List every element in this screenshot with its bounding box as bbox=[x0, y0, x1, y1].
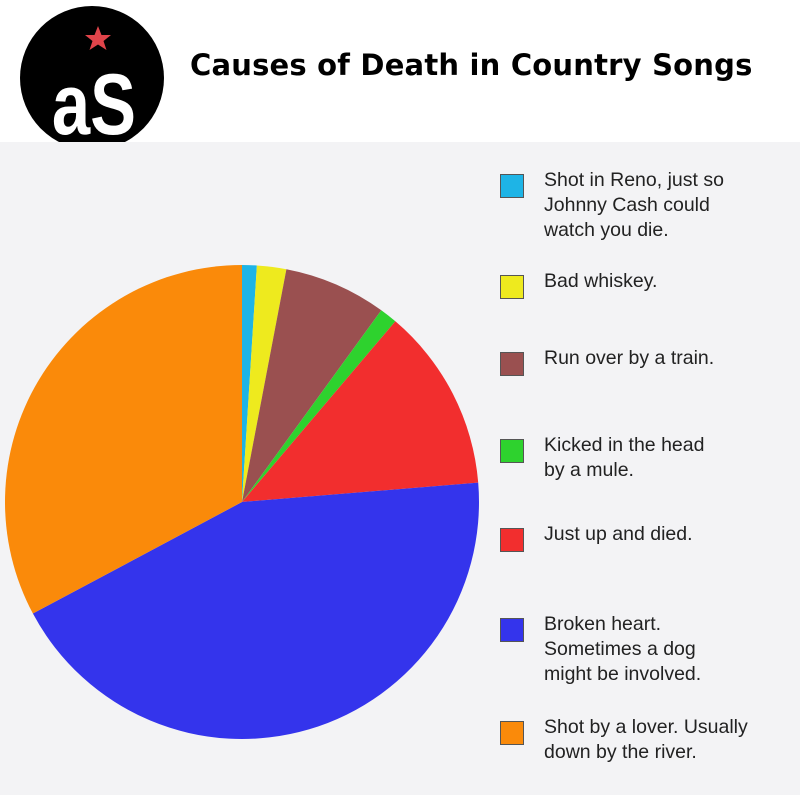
legend-item: Bad whiskey. bbox=[500, 269, 784, 299]
legend-label: Kicked in the head by a mule. bbox=[544, 434, 705, 481]
legend-item: Kicked in the head by a mule. bbox=[500, 433, 784, 483]
legend-swatch bbox=[500, 618, 524, 642]
legend-label: Run over by a train. bbox=[544, 347, 715, 369]
pie-slice bbox=[242, 265, 287, 502]
chart-title: Causes of Death in Country Songs bbox=[190, 48, 753, 82]
legend-swatch bbox=[500, 721, 524, 745]
legend-item: Run over by a train. bbox=[500, 346, 784, 376]
pie-slice bbox=[242, 310, 396, 502]
pie-slice bbox=[242, 265, 257, 502]
legend-swatch bbox=[500, 174, 524, 198]
legend-label: Bad whiskey. bbox=[544, 270, 658, 292]
legend-item: Broken heart. Sometimes a dog might be i… bbox=[500, 612, 784, 687]
star-icon bbox=[85, 26, 111, 50]
pie-slice bbox=[242, 321, 479, 502]
legend-swatch bbox=[500, 439, 524, 463]
svg-text:aS: aS bbox=[52, 57, 136, 152]
pie-slice bbox=[32, 482, 480, 739]
legend-label: Shot by a lover. Usually down by the riv… bbox=[544, 716, 748, 763]
pie-slice bbox=[4, 265, 243, 614]
legend-item: Shot by a lover. Usually down by the riv… bbox=[500, 715, 784, 765]
legend-label: Shot in Reno, just so Johnny Cash could … bbox=[544, 169, 724, 241]
logo: aS bbox=[20, 6, 164, 152]
legend-item: Just up and died. bbox=[500, 522, 784, 552]
legend-item: Shot in Reno, just so Johnny Cash could … bbox=[500, 168, 784, 243]
legend-swatch bbox=[500, 528, 524, 552]
legend-swatch bbox=[500, 352, 524, 376]
header: aS Causes of Death in Country Songs bbox=[0, 0, 800, 152]
legend-label: Broken heart. Sometimes a dog might be i… bbox=[544, 613, 702, 685]
chart-area: Shot in Reno, just so Johnny Cash could … bbox=[0, 142, 800, 795]
legend-label: Just up and died. bbox=[544, 523, 693, 545]
pie-chart bbox=[4, 265, 480, 739]
legend-swatch bbox=[500, 275, 524, 299]
pie-slice bbox=[242, 269, 382, 502]
